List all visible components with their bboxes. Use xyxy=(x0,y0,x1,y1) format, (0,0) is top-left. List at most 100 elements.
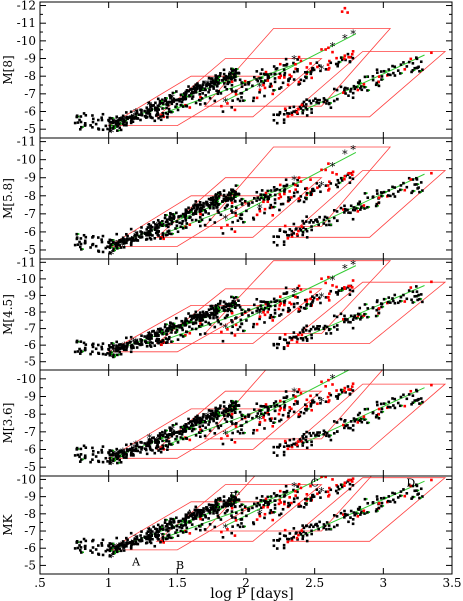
y-tick-label: -5 xyxy=(24,460,36,474)
black-point xyxy=(256,412,260,415)
black-point xyxy=(179,426,183,429)
asterisk-point: * xyxy=(257,202,263,215)
black-point xyxy=(416,398,419,402)
black-point xyxy=(111,241,115,244)
black-point xyxy=(232,401,236,404)
region-box xyxy=(286,170,447,238)
black-point xyxy=(108,456,112,460)
black-point xyxy=(217,306,221,309)
black-point xyxy=(163,521,167,524)
red-point xyxy=(300,529,304,533)
red-point xyxy=(327,68,330,71)
black-point xyxy=(272,88,275,92)
black-point xyxy=(217,211,220,214)
green-point xyxy=(176,227,179,230)
black-point xyxy=(218,406,222,410)
green-point xyxy=(401,494,403,497)
black-point xyxy=(108,542,112,545)
red-point xyxy=(377,80,380,84)
black-point xyxy=(351,208,355,212)
black-point xyxy=(318,520,321,524)
black-point xyxy=(235,303,239,307)
black-point xyxy=(207,321,210,325)
asterisk-point: * xyxy=(350,258,356,271)
black-point xyxy=(154,101,157,105)
black-point xyxy=(351,56,355,60)
black-point xyxy=(144,447,148,451)
black-point xyxy=(238,410,242,414)
red-point xyxy=(346,344,349,347)
red-point xyxy=(230,506,234,510)
black-point xyxy=(346,173,350,176)
black-point xyxy=(91,551,94,554)
black-point xyxy=(298,198,302,202)
black-point xyxy=(292,232,295,235)
black-point xyxy=(252,322,256,326)
black-point xyxy=(230,304,233,308)
black-point xyxy=(201,92,205,95)
asterisk-point: * xyxy=(228,189,234,202)
black-point xyxy=(252,408,256,411)
black-point xyxy=(115,340,119,344)
black-point xyxy=(228,497,231,500)
red-point xyxy=(342,423,345,427)
green-point xyxy=(202,209,204,212)
asterisk-point: * xyxy=(291,481,297,494)
black-point xyxy=(392,192,395,196)
red-point xyxy=(188,532,192,535)
black-point xyxy=(226,203,229,207)
black-point xyxy=(78,460,82,463)
black-point xyxy=(376,403,379,407)
black-point xyxy=(154,438,157,441)
black-point xyxy=(413,66,417,70)
black-point xyxy=(205,417,208,420)
green-point xyxy=(181,530,184,532)
green-point xyxy=(377,315,379,317)
green-point xyxy=(77,340,80,343)
black-point xyxy=(126,341,129,345)
black-point xyxy=(334,183,338,187)
green-point xyxy=(242,198,245,200)
black-point xyxy=(128,238,131,241)
black-point xyxy=(312,525,315,529)
black-point xyxy=(198,89,202,93)
black-point xyxy=(392,404,395,407)
red-point xyxy=(430,478,433,482)
black-point xyxy=(298,331,302,335)
black-point xyxy=(251,325,255,329)
black-point xyxy=(217,78,221,82)
red-point xyxy=(288,301,291,304)
black-point xyxy=(161,537,165,541)
region-box xyxy=(203,146,392,227)
green-point xyxy=(217,411,219,414)
black-point xyxy=(415,484,419,488)
red-point xyxy=(324,48,327,51)
black-point xyxy=(166,341,169,344)
black-point xyxy=(148,114,152,118)
black-point xyxy=(108,129,112,132)
black-point xyxy=(281,507,285,511)
black-point xyxy=(187,206,190,210)
black-point xyxy=(170,443,173,446)
black-point xyxy=(84,235,88,239)
black-point xyxy=(175,98,179,102)
black-point xyxy=(151,436,154,440)
black-point xyxy=(311,399,314,403)
black-point xyxy=(73,454,77,457)
black-point xyxy=(327,524,331,527)
black-point xyxy=(139,440,142,444)
black-point xyxy=(73,547,77,550)
black-point xyxy=(96,236,100,239)
black-point xyxy=(234,75,237,79)
black-point xyxy=(172,99,176,102)
black-point xyxy=(148,445,152,448)
black-point xyxy=(75,448,79,451)
points: *************************** xyxy=(73,476,433,564)
black-point xyxy=(184,530,188,534)
black-point xyxy=(229,192,233,196)
black-point xyxy=(212,418,215,421)
red-point xyxy=(226,328,229,331)
black-point xyxy=(301,111,305,115)
black-point xyxy=(214,406,217,410)
red-point xyxy=(294,399,297,403)
